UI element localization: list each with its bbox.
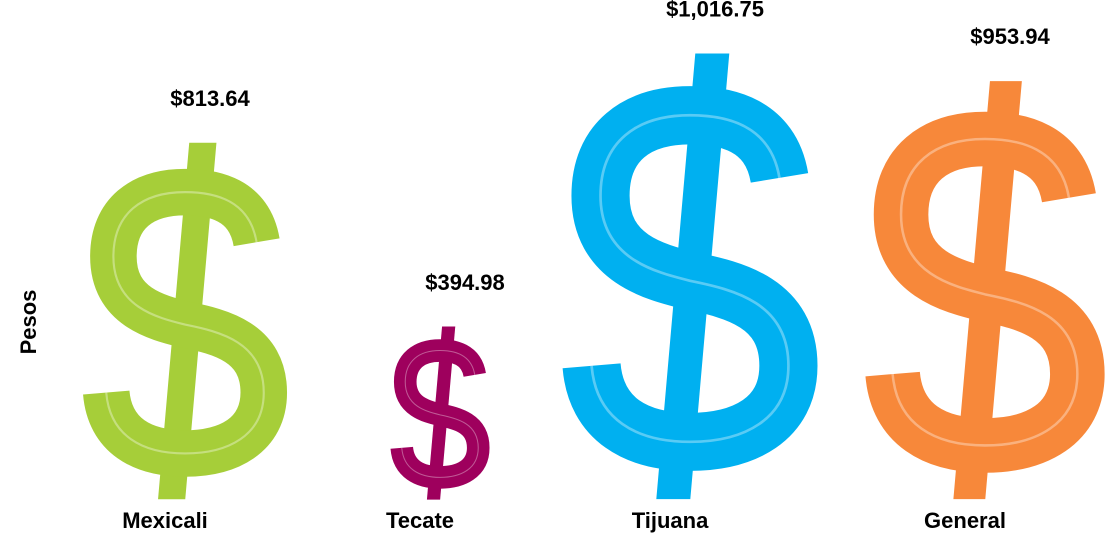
value-label: $953.94 [970,24,1050,49]
value-label: $1,016.75 [666,0,764,21]
chart: Pesos $813.64 Mexicali $394.98 Tecate $1,016… [0,0,1105,536]
dollar-sign [402,326,478,500]
category-label: Tecate [386,508,454,533]
page: {"chart_data": {"type": "pictograph", "y… [0,0,1105,536]
category-label: General [924,508,1006,533]
y-axis-label: Pesos [16,290,41,355]
dollar-sign [893,80,1078,500]
category-label: Mexicali [122,508,208,533]
value-label: $394.98 [425,270,505,295]
dollar-sign [106,142,264,500]
category-label: Tijuana [632,508,709,533]
dollar-sign [592,53,789,500]
value-label: $813.64 [170,86,250,111]
